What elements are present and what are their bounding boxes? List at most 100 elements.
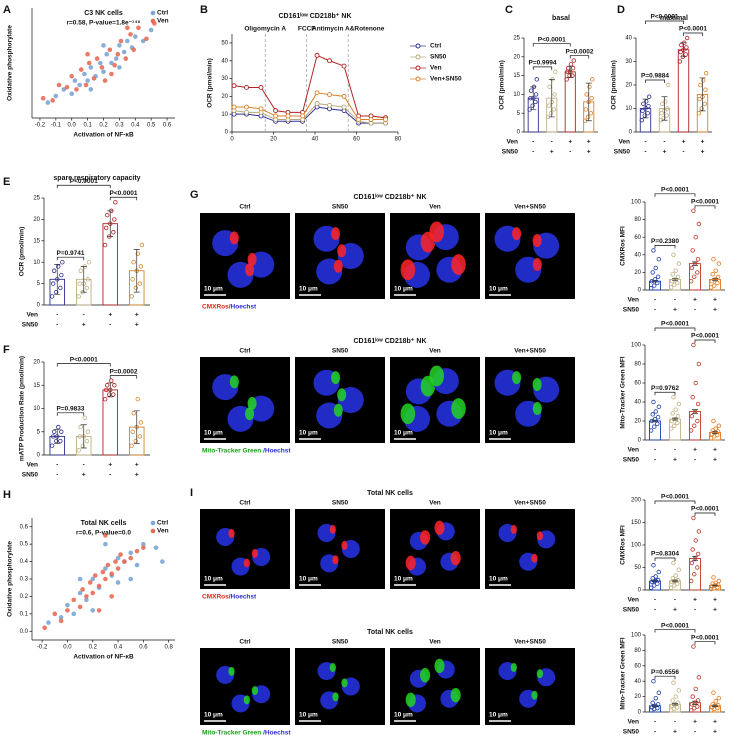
- scatter-point: [40, 95, 46, 101]
- signal: [536, 531, 544, 541]
- legend-marker: [150, 528, 156, 534]
- data-point: [671, 560, 676, 566]
- chart-title: Total NK cells: [81, 520, 127, 527]
- scatter-point: [141, 545, 146, 550]
- signal: [331, 371, 341, 385]
- scale-bar-label: 10 μm: [394, 712, 413, 719]
- row-label: SN50: [22, 322, 39, 329]
- row-label: SN50: [623, 729, 640, 736]
- scatter-point: [85, 51, 90, 57]
- y-axis-label: CMXRos MFI: [620, 226, 627, 266]
- y-tick-label: 5: [37, 281, 41, 287]
- y-tick-label: 20: [634, 270, 641, 276]
- series-point: [327, 92, 332, 98]
- y-tick-label: 0.1: [20, 611, 29, 617]
- data-point: [104, 212, 110, 218]
- p-value: P<0.0001: [691, 506, 719, 513]
- scatter-point: [131, 47, 136, 53]
- scatter-point: [101, 43, 106, 48]
- signal: [329, 663, 336, 672]
- series-line: [234, 106, 386, 124]
- annotation: r=0.6, P-value=0.0: [76, 530, 131, 537]
- scatter-point: [100, 569, 106, 575]
- bracket: [645, 79, 665, 83]
- x-tick-label: -0.2: [35, 123, 46, 129]
- data-point: [588, 110, 594, 116]
- row-sign: -: [532, 149, 534, 156]
- error-bar: [530, 86, 537, 110]
- data-point: [677, 59, 683, 64]
- data-point: [642, 113, 647, 118]
- p-value: P=0.0002: [565, 48, 593, 55]
- scatter-point: [109, 571, 115, 577]
- data-point: [50, 434, 56, 439]
- row-sign: +: [82, 322, 86, 329]
- data-point: [684, 45, 689, 50]
- x-tick-label: 0.3: [115, 123, 124, 129]
- data-point: [534, 77, 540, 82]
- bracket: [56, 256, 85, 261]
- data-point: [131, 260, 136, 265]
- signal: [536, 669, 544, 679]
- data-point: [49, 443, 55, 448]
- scatter-point: [128, 555, 134, 561]
- y-tick-label: 80: [634, 362, 641, 368]
- row-sign: -: [83, 462, 85, 469]
- data-point: [564, 77, 569, 82]
- data-point: [653, 695, 658, 701]
- row-sign: +: [108, 462, 112, 469]
- stain-label: Mito-Tracker Green: [202, 448, 263, 455]
- micrograph: [485, 357, 575, 443]
- bracket: [532, 66, 553, 70]
- data-point: [651, 399, 656, 405]
- y-axis-label: OCR (pmol/min): [499, 60, 506, 109]
- data-point: [568, 62, 574, 67]
- y-tick-label: 10: [33, 260, 40, 266]
- row-sign: -: [654, 729, 656, 736]
- y-axis-label: OCR (pmol/min): [19, 227, 26, 276]
- p-value: P<0.0001: [691, 199, 719, 206]
- scale-bar-label: 10 μm: [204, 576, 223, 583]
- scatter-point: [99, 65, 105, 70]
- scatter-point: [82, 71, 87, 77]
- scatter-point: [121, 49, 127, 55]
- chart-title: CD161ˡᵒʷ CD218b⁺ NK: [278, 13, 351, 20]
- row-sign: +: [693, 597, 697, 604]
- scatter-point: [74, 87, 79, 92]
- scatter-point: [85, 78, 90, 83]
- series-point: [341, 93, 347, 99]
- scatter-point: [128, 550, 134, 556]
- data-point: [80, 443, 85, 448]
- data-point: [690, 694, 695, 699]
- bracket: [569, 55, 590, 59]
- data-point: [691, 644, 696, 649]
- scale-bar-label: 10 μm: [299, 430, 318, 437]
- data-point: [138, 420, 144, 425]
- row-label: SN50: [623, 607, 640, 614]
- bracket: [694, 205, 716, 209]
- scatter-point: [102, 78, 108, 83]
- signal: [245, 407, 255, 421]
- scatter-point: [91, 76, 97, 81]
- data-point: [670, 576, 675, 581]
- scatter-point: [115, 580, 121, 585]
- p-value: P<0.0001: [661, 321, 689, 328]
- data-point: [696, 110, 702, 116]
- stain-label: /Hoechst: [229, 594, 257, 601]
- signal: [228, 528, 235, 538]
- data-point: [528, 95, 533, 101]
- bracket: [654, 245, 676, 249]
- signal: [532, 258, 542, 272]
- x-tick-label: 0.4: [131, 123, 140, 129]
- y-tick-label: 0.3: [20, 577, 29, 583]
- y-tick-label: 20: [634, 419, 641, 425]
- data-point: [584, 92, 589, 97]
- data-point: [716, 261, 722, 266]
- scatter-point: [103, 566, 108, 571]
- data-point: [551, 107, 557, 112]
- scatter-point: [112, 62, 117, 68]
- data-point: [668, 585, 674, 590]
- data-point: [77, 281, 82, 286]
- p-value: P<0.0001: [691, 333, 719, 340]
- error-bar: [712, 431, 718, 434]
